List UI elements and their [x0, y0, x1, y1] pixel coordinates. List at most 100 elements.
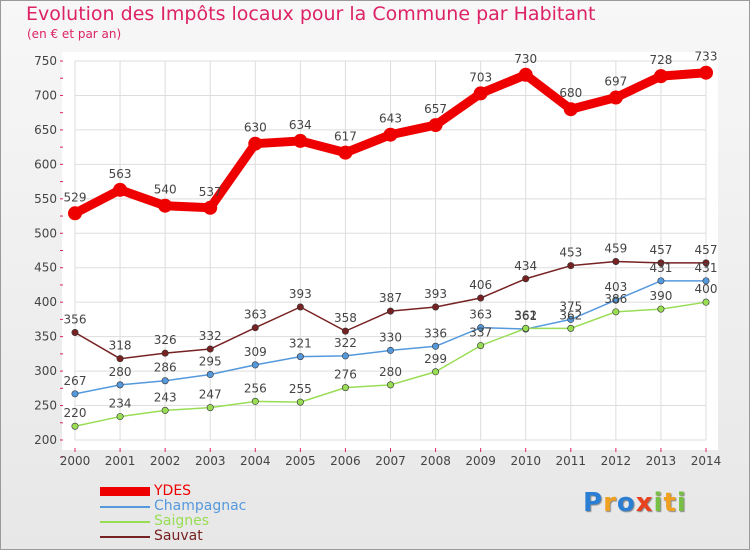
data-point	[203, 200, 218, 215]
data-point	[296, 398, 304, 406]
logo-letter: x	[635, 488, 654, 518]
data-point	[386, 381, 394, 389]
data-point	[653, 69, 668, 84]
x-tick-label: 2010	[510, 454, 541, 468]
data-label: 358	[334, 311, 357, 325]
data-label: 363	[244, 308, 267, 322]
y-tick-label: 200	[34, 433, 57, 447]
logo-letter: o	[616, 488, 636, 518]
data-point	[113, 182, 128, 197]
data-label: 733	[695, 50, 718, 64]
data-label: 362	[514, 308, 537, 322]
data-label: 361	[514, 309, 537, 323]
data-point	[473, 86, 488, 101]
data-point	[612, 258, 620, 266]
data-label: 540	[154, 183, 177, 197]
data-label: 643	[379, 112, 402, 126]
legend-item-champagnac: Champagnac	[100, 499, 246, 514]
data-point	[657, 259, 665, 267]
data-point	[612, 296, 620, 304]
data-label: 680	[559, 86, 582, 100]
data-label: 332	[199, 329, 222, 343]
legend-item-saignes: Saignes	[100, 514, 246, 529]
data-point	[563, 102, 578, 117]
chart-title: Evolution des Impôts locaux pour la Comm…	[26, 3, 596, 25]
data-point	[161, 349, 169, 357]
data-point	[206, 345, 214, 353]
data-point	[567, 315, 575, 323]
data-label: 234	[109, 397, 132, 411]
logo-letter: i	[653, 488, 664, 518]
data-point	[293, 133, 308, 148]
data-point	[158, 198, 173, 213]
data-label: 630	[244, 121, 267, 135]
legend-item-ydes: YDES	[100, 484, 246, 499]
data-point	[116, 355, 124, 363]
data-label: 459	[604, 242, 627, 256]
data-point	[702, 298, 710, 306]
y-tick-label: 500	[34, 226, 57, 240]
data-label: 730	[514, 52, 537, 66]
data-point	[432, 342, 440, 350]
data-point	[428, 118, 443, 133]
data-point	[432, 368, 440, 376]
data-label: 697	[604, 75, 627, 89]
y-tick-label: 650	[34, 123, 57, 137]
series-sauvat	[71, 258, 710, 363]
data-point	[477, 324, 485, 332]
data-point	[296, 353, 304, 361]
chart-legend: YDES Champagnac Saignes Sauvat	[100, 484, 246, 544]
data-point	[68, 206, 82, 221]
data-point	[522, 275, 530, 283]
data-label: 529	[64, 190, 87, 204]
data-point	[251, 361, 259, 369]
data-point	[338, 145, 353, 160]
data-label: 356	[64, 313, 87, 327]
data-point	[296, 303, 304, 311]
y-tick-label: 750	[34, 54, 57, 68]
series-saignes	[71, 298, 710, 430]
data-label: 247	[199, 388, 222, 402]
data-point	[567, 262, 575, 270]
data-label: 703	[469, 70, 492, 84]
data-label: 403	[604, 280, 627, 294]
y-tick-label: 600	[34, 157, 57, 171]
data-point	[251, 397, 259, 405]
data-label: 434	[514, 259, 537, 273]
data-point	[477, 294, 485, 302]
data-point	[71, 329, 79, 337]
x-tick-label: 2011	[556, 454, 587, 468]
data-label: 321	[289, 337, 312, 351]
data-label: 280	[109, 365, 132, 379]
series-ydes	[68, 65, 713, 221]
data-label: 431	[649, 261, 672, 275]
data-point	[702, 277, 710, 285]
data-label: 255	[289, 382, 312, 396]
data-label: 393	[424, 287, 447, 301]
data-point	[161, 377, 169, 385]
y-tick-label: 300	[34, 364, 57, 378]
data-label: 243	[154, 390, 177, 404]
legend-label: Sauvat	[154, 528, 203, 544]
data-point	[522, 324, 530, 332]
data-label: 337	[469, 326, 492, 340]
data-label: 617	[334, 130, 357, 144]
data-label: 537	[199, 185, 222, 199]
data-label: 362	[559, 308, 582, 322]
data-label: 309	[244, 345, 267, 359]
data-point	[612, 308, 620, 316]
x-tick-label: 2009	[465, 454, 496, 468]
y-tick-label: 550	[34, 192, 57, 206]
data-point	[518, 67, 533, 82]
data-point	[699, 65, 713, 80]
data-label: 295	[199, 355, 222, 369]
data-label: 363	[469, 308, 492, 322]
legend-label: Champagnac	[154, 498, 247, 514]
data-label: 286	[154, 361, 177, 375]
proxiti-logo: Proxiti	[583, 488, 687, 518]
data-point	[657, 305, 665, 313]
data-point	[341, 352, 349, 360]
y-tick-label: 250	[34, 399, 57, 413]
logo-letter: i	[676, 488, 687, 518]
data-label: 276	[334, 368, 357, 382]
